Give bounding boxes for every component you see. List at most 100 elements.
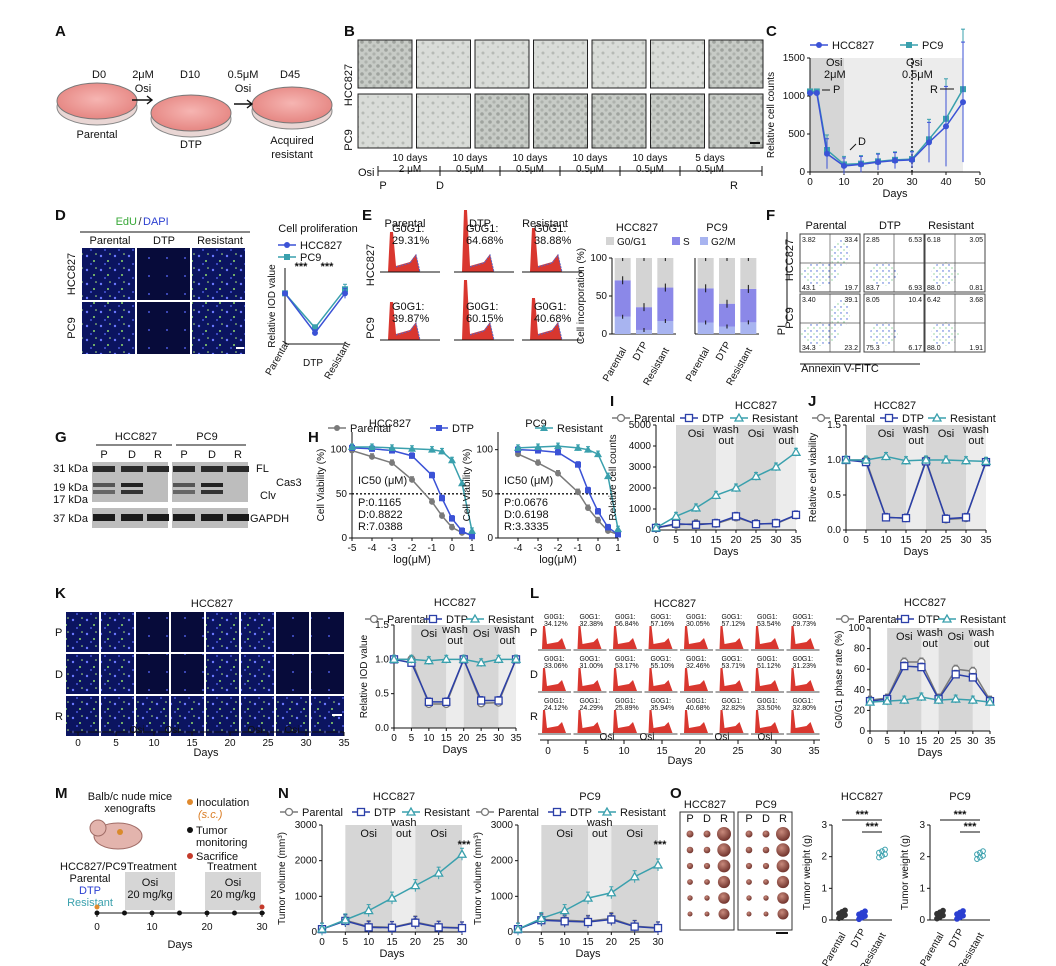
chart-title: HCC827 bbox=[616, 222, 658, 234]
legend-marker bbox=[941, 613, 953, 623]
x-tick-label: 25 bbox=[950, 736, 962, 747]
data-point bbox=[441, 654, 452, 663]
data-point bbox=[771, 519, 781, 528]
g0g1-label: G0G1: bbox=[615, 656, 636, 663]
significance-mark: *** bbox=[654, 839, 668, 851]
data-point bbox=[411, 918, 420, 927]
data-point bbox=[940, 907, 946, 914]
y-tick-label: 50 bbox=[596, 291, 608, 302]
panel-a-schematic: D0 D10 D45 2μM Osi 0.5μM Osi Parental DTP Acquire… bbox=[56, 69, 333, 161]
g0g1-value: 57.16% bbox=[651, 621, 675, 628]
quadrant-value: 75.3 bbox=[866, 345, 880, 352]
legend-resistant: Resistant bbox=[402, 806, 470, 819]
x-tick-label: 10 bbox=[880, 535, 892, 546]
ic50-value: D:0.8822 bbox=[358, 509, 403, 521]
row-label: PC9 bbox=[343, 129, 355, 150]
x-tick-label: 10 bbox=[899, 736, 911, 747]
data-point bbox=[901, 513, 911, 523]
legend-marker bbox=[684, 413, 694, 423]
col-label: Parental bbox=[806, 220, 847, 232]
g0g1-label: G0G1: bbox=[392, 223, 424, 235]
x-tick-label: 35 bbox=[790, 535, 802, 546]
data-point bbox=[790, 446, 802, 456]
y-axis-label: PI bbox=[776, 325, 788, 335]
g0g1-value: 24.12% bbox=[544, 705, 568, 712]
row-label: PC9 bbox=[365, 317, 377, 338]
data-point bbox=[941, 514, 951, 523]
chart-title: HCC827 bbox=[654, 598, 696, 610]
schema-text: Inoculation bbox=[196, 797, 249, 809]
x-category: Parental bbox=[601, 346, 629, 384]
x-tick-label: 50 bbox=[974, 177, 986, 188]
bar-s bbox=[614, 280, 631, 317]
quadrant-value: 83.7 bbox=[866, 285, 880, 292]
tumor-icon bbox=[745, 830, 753, 838]
data-point bbox=[584, 445, 592, 453]
fluorescence-image bbox=[276, 696, 309, 736]
legend-label: Resistant bbox=[557, 423, 603, 435]
lane-label: P bbox=[745, 813, 752, 825]
tumor-icon bbox=[718, 908, 730, 920]
x-tick-label: 25 bbox=[750, 535, 762, 546]
data-point bbox=[449, 515, 455, 522]
y-tick-label: 1.5 bbox=[827, 420, 841, 431]
mouse-head-icon bbox=[89, 819, 107, 837]
tumor-icon bbox=[745, 862, 753, 870]
series-resistant bbox=[864, 691, 996, 707]
quadrant-value: 6.18 bbox=[927, 237, 941, 244]
g0g1-label: G0G1: bbox=[615, 614, 636, 621]
significance-mark: *** bbox=[295, 261, 309, 273]
y-tick-label: 0.5 bbox=[375, 689, 389, 700]
tumor-icon bbox=[704, 895, 710, 901]
y-axis-label: Relative cell counts bbox=[766, 72, 777, 158]
legend-resistant: Resistant bbox=[730, 412, 798, 425]
flow-cluster bbox=[870, 262, 898, 286]
data-point bbox=[614, 525, 622, 533]
lane-label: P bbox=[100, 449, 107, 461]
g0g1-value: 38.88% bbox=[534, 235, 572, 247]
legend-label: Parental bbox=[387, 614, 428, 626]
x-tick-label: 35 bbox=[808, 746, 820, 757]
quadrant-value: 3.68 bbox=[969, 297, 983, 304]
data-point bbox=[653, 923, 663, 933]
data-point bbox=[731, 512, 741, 521]
y-tick-label: 1000 bbox=[491, 891, 514, 902]
x-tick-label: -1 bbox=[574, 543, 583, 554]
data-point bbox=[493, 654, 504, 663]
g0g1-label: G0G1: bbox=[544, 698, 565, 705]
tumor-icon bbox=[746, 911, 752, 917]
cell-cycle-histogram bbox=[751, 710, 779, 733]
data-point bbox=[940, 454, 952, 464]
x-tick-label: 30 bbox=[906, 177, 918, 188]
y-tick-label: 1 bbox=[919, 883, 925, 894]
tumor-icon bbox=[686, 862, 694, 870]
schema-text: Treatment bbox=[207, 861, 257, 873]
x-tick-label: 20 bbox=[694, 746, 706, 757]
x-tick-label: 25 bbox=[433, 937, 445, 948]
g0g1-label: G0G1: bbox=[757, 656, 778, 663]
legend-marker bbox=[616, 413, 626, 423]
annotation: 0.5μM bbox=[902, 69, 933, 81]
y-tick-label: 1000 bbox=[295, 891, 318, 902]
y-tick-label: 1.0 bbox=[375, 654, 389, 665]
data-point bbox=[943, 123, 949, 130]
flow-cluster bbox=[800, 322, 840, 346]
panel-label-N: N bbox=[278, 785, 289, 802]
tumor-icon bbox=[763, 911, 769, 917]
y-tick-label: 0 bbox=[507, 927, 513, 938]
data-point bbox=[862, 908, 868, 915]
y-tick-label: 3000 bbox=[491, 820, 514, 831]
micrograph bbox=[474, 39, 530, 89]
treatment-shade bbox=[887, 628, 922, 731]
data-point bbox=[605, 524, 611, 531]
data-point bbox=[841, 162, 847, 169]
flow-cluster bbox=[800, 262, 840, 286]
x-tick-label: 30 bbox=[770, 535, 782, 546]
data-point bbox=[438, 447, 446, 455]
x-tick-label: 10 bbox=[618, 746, 630, 757]
x-tick-label: 5 bbox=[673, 535, 679, 546]
bar-g2m bbox=[697, 322, 714, 334]
